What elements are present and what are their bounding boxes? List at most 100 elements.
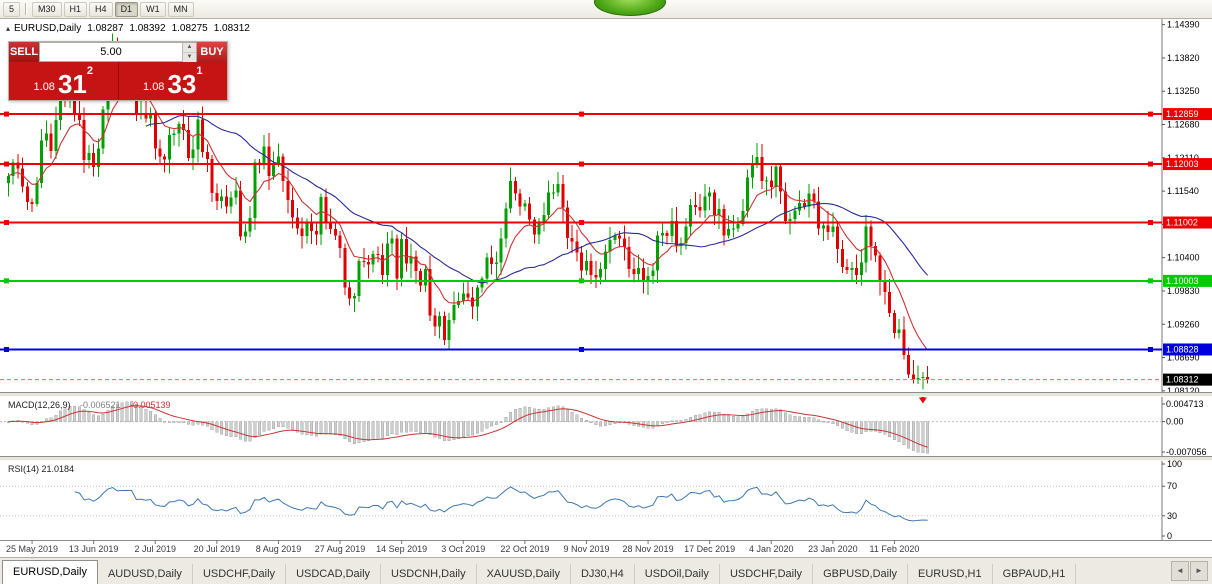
svg-text:3 Oct 2019: 3 Oct 2019	[441, 544, 485, 554]
svg-text:14 Sep 2019: 14 Sep 2019	[376, 544, 427, 554]
chart-area[interactable]: 1.14390 1.13820 1.13250 1.12680 1.12110 1.115…	[0, 18, 1212, 558]
lot-size-box: ▲ ▼	[39, 42, 197, 62]
buy-price-pips: 33	[167, 69, 197, 99]
sell-button[interactable]: SELL	[9, 42, 39, 62]
lot-increase-button[interactable]: ▲	[183, 43, 196, 53]
sell-price-pips: 31	[57, 69, 87, 99]
timeframe-button-m30[interactable]: M30	[32, 1, 62, 17]
svg-text:2 Jul 2019: 2 Jul 2019	[134, 544, 176, 554]
svg-text:1.12110: 1.12110	[1167, 153, 1199, 163]
svg-text:1.08690: 1.08690	[1167, 353, 1200, 363]
svg-text:100: 100	[1167, 459, 1182, 469]
ohlc-low: 1.08275	[171, 23, 208, 34]
svg-text:-0.007056: -0.007056	[1166, 447, 1207, 457]
lot-decrease-button[interactable]: ▼	[183, 53, 196, 62]
svg-text:1.08828: 1.08828	[1166, 344, 1199, 354]
sell-arrow-icon	[918, 393, 927, 404]
chart-tab-usdcad-daily[interactable]: USDCAD,Daily	[286, 564, 382, 584]
svg-text:0: 0	[1167, 531, 1172, 541]
chart-tab-usdoil-daily[interactable]: USDOil,Daily	[635, 564, 720, 584]
timeframe-button-w1[interactable]: W1	[140, 1, 166, 17]
timeframe-button-5[interactable]: 5	[3, 1, 21, 17]
chart-info-bar: ▴ EURUSD,Daily 1.08287 1.08392 1.08275 1…	[6, 23, 256, 34]
svg-text:1.11540: 1.11540	[1167, 186, 1199, 196]
svg-text:1.13250: 1.13250	[1167, 86, 1200, 96]
timeframe-button-h1[interactable]: H1	[63, 1, 88, 17]
svg-text:70: 70	[1167, 481, 1177, 491]
buy-price-big-figure: 1.08	[143, 81, 165, 93]
buy-button[interactable]: BUY	[197, 42, 227, 62]
chart-tab-audusd-daily[interactable]: AUDUSD,Daily	[98, 564, 193, 584]
lot-size-input[interactable]	[40, 43, 182, 61]
svg-text:27 Aug 2019: 27 Aug 2019	[315, 544, 366, 554]
chart-tab-usdchf-daily[interactable]: USDCHF,Daily	[720, 564, 814, 584]
svg-text:1.12859: 1.12859	[1166, 109, 1199, 119]
tab-scroll-left-icon[interactable]: ◄	[1171, 561, 1189, 581]
chart-symbol-label: EURUSD,Daily	[14, 23, 82, 34]
oct-controls-row: SELL ▲ ▼ BUY	[9, 42, 227, 62]
chart-tab-gbpaud-h1[interactable]: GBPAUD,H1	[993, 564, 1077, 584]
chart-tab-eurusd-h1[interactable]: EURUSD,H1	[908, 564, 993, 584]
oct-collapse-icon[interactable]: ▴	[6, 24, 11, 33]
svg-text:17 Dec 2019: 17 Dec 2019	[684, 544, 735, 554]
svg-text:25 May 2019: 25 May 2019	[6, 544, 58, 554]
timeframe-button-mn[interactable]: MN	[167, 1, 194, 17]
ma-slow-line	[145, 115, 929, 284]
tab-scroll-buttons: ◄ ►	[1171, 558, 1210, 584]
svg-text:0.00: 0.00	[1166, 417, 1184, 427]
svg-text:9 Nov 2019: 9 Nov 2019	[563, 544, 609, 554]
svg-text:1.08120: 1.08120	[1167, 386, 1200, 396]
svg-text:1.11002: 1.11002	[1166, 218, 1198, 228]
svg-text:8 Aug 2019: 8 Aug 2019	[256, 544, 302, 554]
svg-text:1.09830: 1.09830	[1167, 286, 1200, 296]
chart-tab-gbpusd-daily[interactable]: GBPUSD,Daily	[813, 564, 909, 584]
svg-text:MACD(12,26,9): MACD(12,26,9)	[8, 400, 71, 410]
svg-text:1.10003: 1.10003	[1166, 276, 1199, 286]
ohlc-high: 1.08392	[129, 23, 166, 34]
oct-prices-row: 1.08 31 2 1.08 33 1	[9, 62, 227, 100]
lot-spinner: ▲ ▼	[182, 43, 196, 62]
sell-price-box[interactable]: 1.08 31 2	[9, 62, 119, 100]
svg-text:22 Oct 2019: 22 Oct 2019	[500, 544, 549, 554]
svg-text:4 Jan 2020: 4 Jan 2020	[749, 544, 794, 554]
sell-price-big-figure: 1.08	[33, 81, 55, 93]
svg-text:1.12680: 1.12680	[1167, 120, 1200, 130]
svg-text:11 Feb 2020: 11 Feb 2020	[870, 544, 920, 554]
svg-text:-0.005139: -0.005139	[130, 400, 171, 410]
macd-histogram	[6, 401, 930, 454]
svg-text:1.12003: 1.12003	[1166, 159, 1199, 169]
svg-text:1.09260: 1.09260	[1167, 319, 1200, 329]
svg-text:1.13820: 1.13820	[1167, 53, 1200, 63]
tab-scroll-right-icon[interactable]: ►	[1190, 561, 1208, 581]
svg-text:20 Jul 2019: 20 Jul 2019	[194, 544, 241, 554]
svg-text:RSI(14) 21.0184: RSI(14) 21.0184	[8, 464, 74, 474]
svg-text:28 Nov 2019: 28 Nov 2019	[623, 544, 674, 554]
price-chart-svg[interactable]: 1.14390 1.13820 1.13250 1.12680 1.12110 1.115…	[0, 18, 1212, 558]
ohlc-close: 1.08312	[213, 23, 250, 34]
chart-tabs-bar: EURUSD,Daily AUDUSD,Daily USDCHF,Daily USDC…	[0, 557, 1212, 584]
svg-text:1.10400: 1.10400	[1167, 253, 1200, 263]
one-click-trading-panel: SELL ▲ ▼ BUY 1.08 31 2 1.08	[8, 41, 228, 101]
chart-tab-usdcnh-daily[interactable]: USDCNH,Daily	[381, 564, 477, 584]
chart-tab-xauusd-daily[interactable]: XAUUSD,Daily	[477, 564, 571, 584]
timeframe-button-h4[interactable]: H4	[89, 1, 113, 17]
macd-signal-line	[8, 405, 928, 448]
ma-fast-line	[8, 83, 929, 351]
svg-text:1.08312: 1.08312	[1166, 375, 1199, 385]
svg-text:-0.006521: -0.006521	[80, 400, 121, 410]
chart-tab-dj30-h4[interactable]: DJ30,H4	[571, 564, 635, 584]
svg-text:1.14390: 1.14390	[1167, 20, 1200, 30]
macd-labels: MACD(12,26,9) -0.006521 -0.005139 0.004713 0…	[8, 399, 1207, 457]
ohlc-open: 1.08287	[87, 23, 124, 34]
buy-price-box[interactable]: 1.08 33 1	[118, 62, 227, 100]
svg-text:23 Jan 2020: 23 Jan 2020	[808, 544, 858, 554]
svg-text:0.004713: 0.004713	[1166, 399, 1204, 409]
chart-tab-eurusd-daily[interactable]: EURUSD,Daily	[2, 560, 98, 584]
timeframe-button-d1[interactable]: D1	[114, 1, 139, 17]
rsi-line	[74, 486, 928, 522]
date-axis-labels: 25 May 2019 13 Jun 2019 2 Jul 2019 20 Jul 2…	[6, 544, 919, 554]
chart-tab-usdchf-daily[interactable]: USDCHF,Daily	[193, 564, 287, 584]
sell-price-point: 2	[86, 65, 93, 77]
svg-text:30: 30	[1167, 511, 1177, 521]
